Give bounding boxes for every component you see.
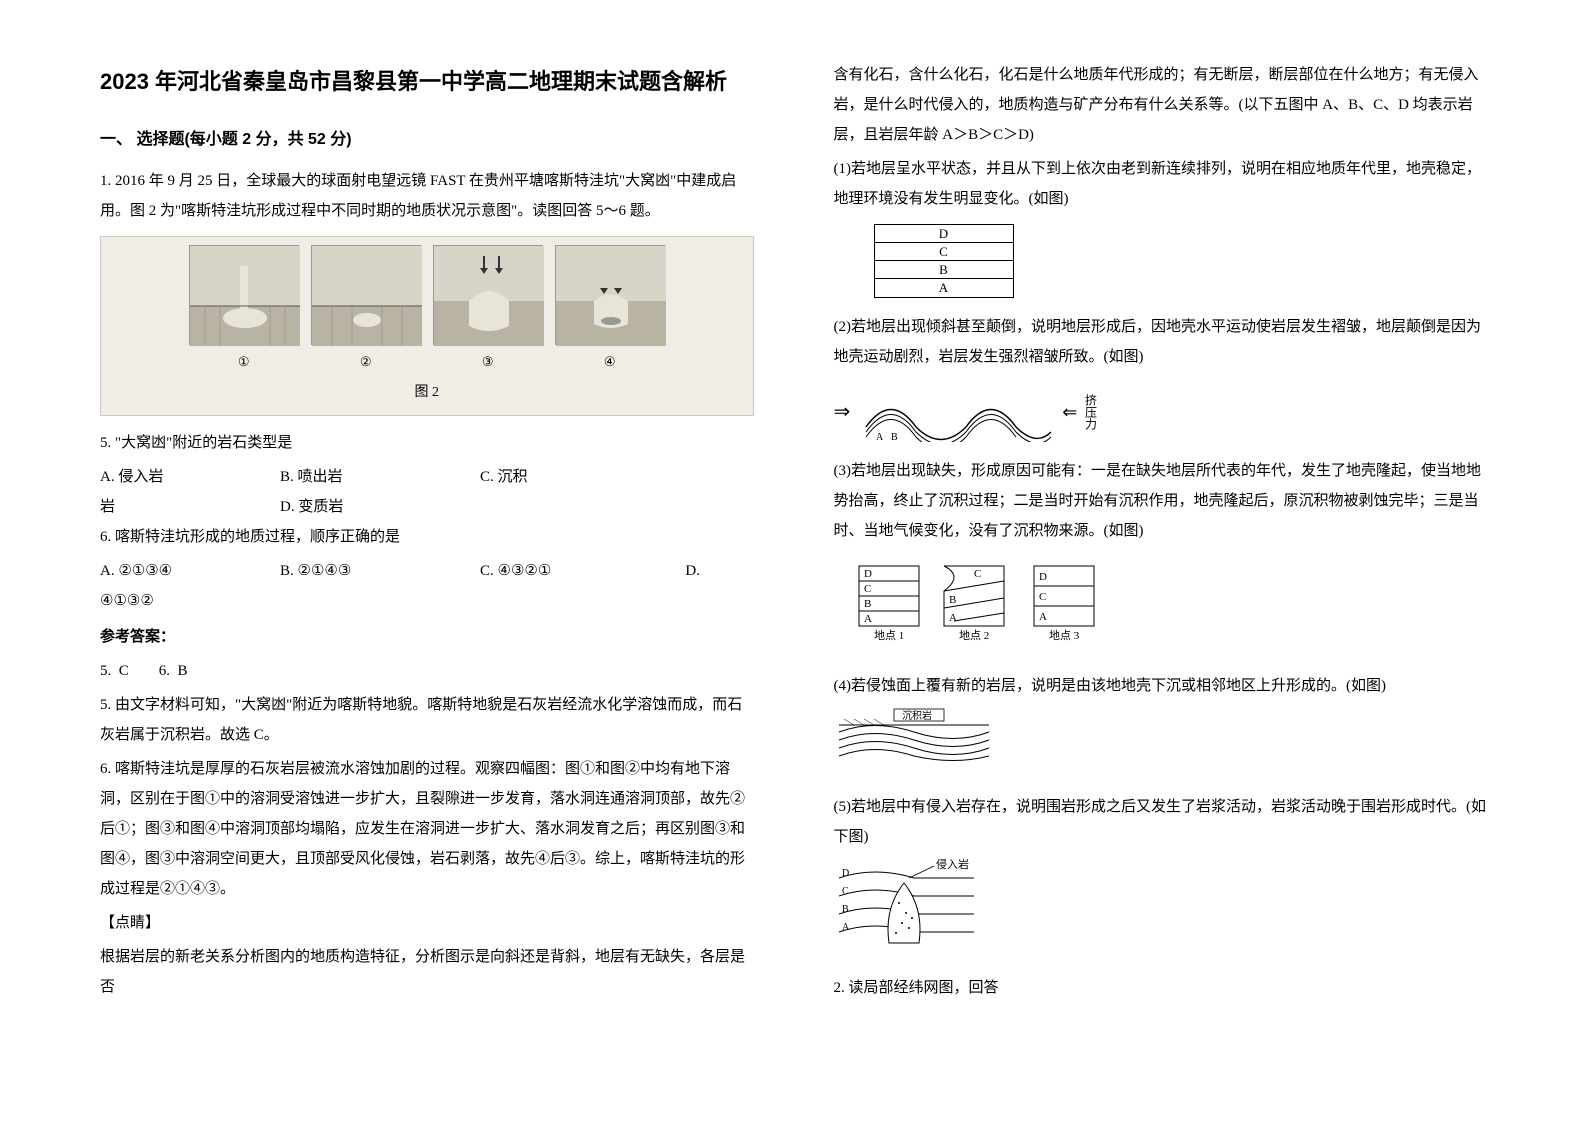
panel-num-4: ④ <box>555 349 665 375</box>
svg-text:A: A <box>842 922 850 933</box>
panel-num-3: ③ <box>433 349 543 375</box>
strata-d: D <box>875 225 1013 243</box>
q5-opt-b: B. 喷出岩 <box>280 462 480 492</box>
panel-num-1: ① <box>189 349 299 375</box>
svg-text:A: A <box>876 432 884 442</box>
svg-text:侵入岩: 侵入岩 <box>936 858 969 871</box>
figure-panel-2 <box>311 245 421 345</box>
q6-opt-b: B. ②①④③ <box>280 556 480 586</box>
answers-line: 5. C 6. B <box>100 656 754 686</box>
svg-text:C: C <box>864 583 871 595</box>
q6-opt-c: C. ④③②① <box>480 556 640 586</box>
svg-text:地点 1: 地点 1 <box>874 629 904 642</box>
right-column: 含有化石，含什么化石，化石是什么地质年代形成的；有无断层，断层部位在什么地方；有… <box>794 60 1508 1062</box>
sites-diagram: D C B A C B A D C A 地点 1 <box>854 556 1488 657</box>
doc-title: 2023 年河北省秦皇岛市昌黎县第一中学高二地理期末试题含解析 <box>100 60 754 104</box>
q1-intro: 1. 2016 年 9 月 25 日，全球最大的球面射电望远镜 FAST 在贵州… <box>100 166 754 226</box>
figure-panel-numbers: ① ② ③ ④ <box>189 349 665 375</box>
left-column: 2023 年河北省秦皇岛市昌黎县第一中学高二地理期末试题含解析 一、 选择题(每… <box>80 60 794 1062</box>
strata-c: C <box>875 243 1013 261</box>
q6-opt-a: A. ②①③④ <box>100 556 280 586</box>
item-3: (3)若地层出现缺失，形成原因可能有：一是在缺失地层所代表的年代，发生了地壳隆起… <box>834 456 1488 546</box>
q5-options-row2: 岩 D. 变质岩 <box>100 492 754 522</box>
svg-text:D: D <box>1039 571 1047 583</box>
svg-text:D: D <box>864 568 872 580</box>
svg-text:B: B <box>842 904 849 915</box>
figure-panel-4 <box>555 245 665 345</box>
fold-svg: A B <box>856 382 1056 442</box>
q6-opt-d: D. <box>640 556 700 586</box>
tip-heading: 【点睛】 <box>100 908 754 938</box>
fold-diagram: ⇒ A B ⇐ 挤压力 <box>834 382 1488 442</box>
cont-para: 含有化石，含什么化石，化石是什么地质年代形成的；有无断层，断层部位在什么地方；有… <box>834 60 1488 150</box>
svg-text:D: D <box>842 868 849 879</box>
svg-text:地点 2: 地点 2 <box>959 629 989 642</box>
figure-panel-1 <box>189 245 299 345</box>
svg-text:B: B <box>864 598 871 610</box>
explanation-5: 5. 由文字材料可知，"大窝凼"附近为喀斯特地貌。喀斯特地貌是石灰岩经流水化学溶… <box>100 690 754 750</box>
sites-svg: D C B A C B A D C A 地点 1 <box>854 556 1114 646</box>
figure-caption: 图 2 <box>415 379 440 407</box>
fold-label-right: 挤压力 <box>1083 394 1096 430</box>
fold-arrow-left: ⇒ <box>834 392 851 432</box>
q5-opt-c-suffix: 岩 <box>100 492 280 522</box>
svg-text:沉积岩: 沉积岩 <box>902 709 932 722</box>
q2: 2. 读局部经纬网图，回答 <box>834 973 1488 1003</box>
item-4: (4)若侵蚀面上覆有新的岩层，说明是由该地地壳下沉或相邻地区上升形成的。(如图) <box>834 671 1488 701</box>
deposit-svg: 沉积岩 <box>834 707 994 767</box>
explanation-6: 6. 喀斯特洼坑是厚厚的石灰岩层被流水溶蚀加剧的过程。观察四幅图：图①和图②中均… <box>100 754 754 904</box>
tip-text: 根据岩层的新老关系分析图内的地质构造特征，分析图示是向斜还是背斜，地层有无缺失，… <box>100 942 754 1002</box>
svg-text:A: A <box>1039 611 1047 623</box>
intrusion-svg: D C B A 侵入岩 <box>834 858 984 948</box>
q5-stem: 5. "大窝凼"附近的岩石类型是 <box>100 428 754 458</box>
fold-arrow-right-icon: ⇐ <box>1062 394 1077 430</box>
deposit-diagram: 沉积岩 <box>834 707 1488 778</box>
answer-label: 参考答案： <box>100 622 754 652</box>
q5-opt-a: A. 侵入岩 <box>100 462 280 492</box>
strata-a: A <box>875 279 1013 297</box>
q5-opt-d: D. 变质岩 <box>280 492 480 522</box>
svg-text:C: C <box>974 568 981 580</box>
figure-panel-3 <box>433 245 543 345</box>
figure-panels <box>189 245 665 345</box>
svg-text:A: A <box>864 613 872 625</box>
item-2: (2)若地层出现倾斜甚至颠倒，说明地层形成后，因地壳水平运动使岩层发生褶皱，地层… <box>834 312 1488 372</box>
section-heading: 一、 选择题(每小题 2 分，共 52 分) <box>100 124 754 156</box>
svg-text:B: B <box>949 594 956 606</box>
svg-text:C: C <box>1039 591 1046 603</box>
item-5: (5)若地层中有侵入岩存在，说明围岩形成之后又发生了岩浆活动，岩浆活动晚于围岩形… <box>834 792 1488 852</box>
figure-2: ① ② ③ ④ 图 2 <box>100 236 754 416</box>
svg-text:B: B <box>891 432 898 442</box>
intrusion-diagram: D C B A 侵入岩 <box>834 858 1488 959</box>
panel-num-2: ② <box>311 349 421 375</box>
item-1: (1)若地层呈水平状态，并且从下到上依次由老到新连续排列，说明在相应地质年代里，… <box>834 154 1488 214</box>
q5-opt-c-prefix: C. 沉积 <box>480 462 640 492</box>
strata-b: B <box>875 261 1013 279</box>
svg-text:A: A <box>949 612 957 624</box>
q6-options-row1: A. ②①③④ B. ②①④③ C. ④③②① D. <box>100 556 754 586</box>
svg-text:C: C <box>842 886 849 897</box>
strata-diagram: D C B A <box>874 224 1014 298</box>
q5-options-row1: A. 侵入岩 B. 喷出岩 C. 沉积 <box>100 462 754 492</box>
q6-stem: 6. 喀斯特洼坑形成的地质过程，顺序正确的是 <box>100 522 754 552</box>
q6-opt-d-cont: ④①③② <box>100 586 754 616</box>
svg-text:地点 3: 地点 3 <box>1049 629 1080 642</box>
